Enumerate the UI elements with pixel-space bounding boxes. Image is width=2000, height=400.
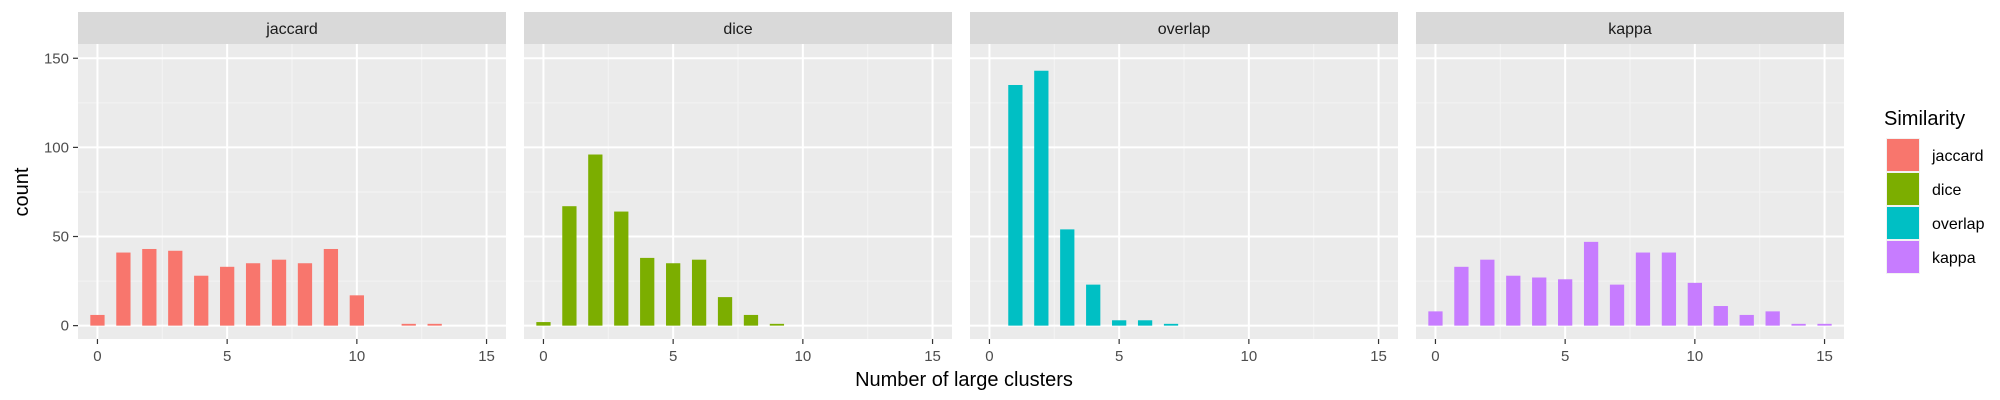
x-tick-label: 15 [924,348,941,365]
bar-kappa-6 [1583,241,1599,326]
x-tick-label: 15 [1816,348,1833,365]
bar-dice-9 [769,323,785,326]
legend-swatch [1887,241,1919,273]
bar-kappa-15 [1817,323,1832,326]
x-tick-label: 5 [1115,348,1123,365]
bar-jaccard-0 [90,314,105,326]
bar-kappa-3 [1506,275,1521,326]
bar-dice-8 [743,314,759,326]
legend-item-kappa: kappa [1886,240,1976,274]
facet-strip-overlap [970,12,1398,44]
y-tick-label: 50 [52,229,69,246]
facet-strip-label: kappa [1608,21,1652,38]
y-axis: 0 50 100 150 [44,50,78,335]
legend-swatch [1887,139,1919,171]
x-axis-title: Number of large clusters [855,369,1073,391]
x-tick-label: 0 [539,348,547,365]
facet-panel-jaccard: jaccard 0 5 10 15 [78,12,506,365]
bar-dice-2 [588,154,603,326]
bar-dice-0 [536,322,551,326]
y-axis-title: count [11,167,33,216]
bar-dice-1 [562,206,577,326]
bar-jaccard-3 [168,250,183,326]
legend-title: Similarity [1884,108,1965,130]
bar-jaccard-8 [297,263,313,326]
legend-item-dice: dice [1886,172,1961,206]
legend-label: jaccard [1931,148,1984,165]
legend-swatch [1887,173,1919,205]
bar-overlap-2 [1034,70,1049,326]
facet-panel-dice: dice 0 5 10 15 [524,12,952,365]
bar-kappa-11 [1713,306,1728,326]
bar-overlap-6 [1137,320,1153,326]
x-tick-label: 10 [349,348,366,365]
legend: Similarity jaccard dice overlap kappa [1884,108,1985,274]
legend-item-overlap: overlap [1886,206,1985,240]
facet-panel-overlap: overlap 0 5 10 15 [970,12,1398,365]
bar-overlap-5 [1112,320,1127,326]
bar-kappa-8 [1635,252,1651,326]
x-tick-label: 10 [1687,348,1704,365]
x-tick-label: 0 [1431,348,1439,365]
x-tick-label: 5 [669,348,677,365]
bar-kappa-12 [1739,314,1754,326]
bar-kappa-14 [1791,323,1806,326]
facet-strip-label: overlap [1158,21,1211,38]
bar-dice-3 [614,211,629,326]
legend-label: overlap [1932,216,1985,233]
bar-kappa-1 [1454,266,1469,326]
x-tick-label: 0 [93,348,101,365]
bar-dice-4 [640,257,655,326]
bar-kappa-0 [1428,311,1443,326]
bar-dice-5 [666,263,681,326]
legend-swatch [1887,207,1919,239]
y-tick-label: 100 [44,139,69,156]
x-tick-label: 15 [478,348,495,365]
bar-kappa-13 [1765,311,1780,326]
bar-jaccard-1 [116,252,131,326]
facet-strip-jaccard [78,12,506,44]
bar-jaccard-13 [427,323,442,326]
bar-jaccard-10 [349,295,364,326]
legend-label: dice [1932,182,1961,199]
bar-overlap-1 [1008,84,1023,326]
bar-jaccard-5 [220,266,235,326]
bar-kappa-10 [1687,282,1702,326]
facet-panel-kappa: kappa 0 5 10 15 [1416,12,1844,365]
bar-overlap-3 [1060,229,1075,326]
bar-jaccard-7 [271,259,287,326]
y-tick-label: 150 [44,50,69,67]
bar-kappa-9 [1661,252,1677,326]
facet-strip-dice [524,12,952,44]
legend-item-jaccard: jaccard [1886,138,1984,172]
x-tick-label: 10 [795,348,812,365]
x-tick-label: 10 [1241,348,1258,365]
x-tick-label: 5 [1561,348,1569,365]
y-tick-label: 0 [61,318,69,335]
bar-overlap-4 [1086,284,1101,326]
x-tick-label: 0 [985,348,993,365]
bar-jaccard-12 [401,323,416,326]
bar-kappa-2 [1480,259,1495,326]
bar-kappa-7 [1609,284,1625,326]
x-tick-label: 15 [1370,348,1387,365]
facet-strip-label: jaccard [265,21,318,38]
bar-dice-6 [691,259,707,326]
facet-strip-kappa [1416,12,1844,44]
bar-jaccard-2 [142,248,157,326]
bar-overlap-7 [1163,323,1179,326]
bar-jaccard-6 [245,263,261,326]
bar-jaccard-4 [194,275,209,326]
facet-strip-label: dice [723,21,752,38]
legend-label: kappa [1932,250,1976,267]
bar-jaccard-9 [323,248,339,326]
bar-kappa-4 [1532,277,1547,326]
x-tick-label: 5 [223,348,231,365]
bar-dice-7 [717,297,733,326]
bar-kappa-5 [1558,279,1573,326]
